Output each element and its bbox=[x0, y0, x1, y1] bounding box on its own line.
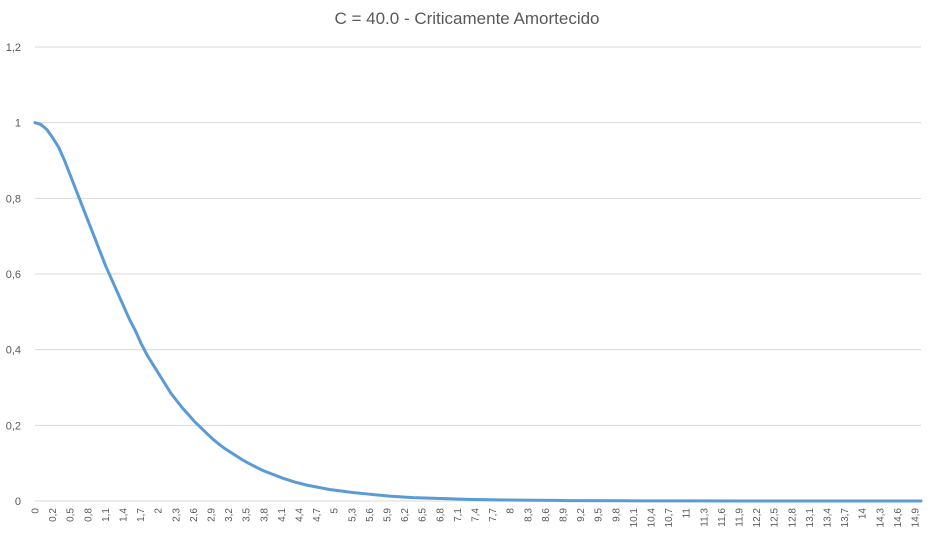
x-tick-label: 5 bbox=[330, 508, 341, 514]
x-tick-label: 1,1 bbox=[101, 508, 112, 522]
x-tick-label: 13,4 bbox=[823, 508, 834, 528]
x-tick-label: 8,6 bbox=[541, 508, 552, 522]
x-tick-label: 10,4 bbox=[647, 508, 658, 528]
x-tick-label: 14 bbox=[858, 508, 869, 520]
x-tick-label: 3,2 bbox=[224, 508, 235, 522]
y-tick-label: 0,4 bbox=[6, 345, 21, 357]
x-tick-label: 11,9 bbox=[735, 508, 746, 527]
y-tick-label: 0,8 bbox=[6, 193, 21, 205]
x-tick-label: 1,7 bbox=[136, 508, 147, 522]
x-tick-label: 10,7 bbox=[664, 508, 675, 528]
x-tick-label: 14,6 bbox=[893, 508, 904, 528]
x-tick-label: 14,3 bbox=[875, 508, 886, 528]
series-line bbox=[33, 121, 923, 503]
x-tick-label: 0,8 bbox=[83, 508, 94, 522]
x-tick-label: 7,4 bbox=[471, 508, 482, 522]
x-tick-label: 8,3 bbox=[523, 508, 534, 522]
x-tick-label: 5,9 bbox=[383, 508, 394, 522]
x-tick-label: 6,8 bbox=[435, 508, 446, 522]
x-tick-label: 1,4 bbox=[119, 508, 130, 522]
gridlines bbox=[35, 46, 921, 502]
x-tick-label: 4,7 bbox=[312, 508, 323, 522]
x-tick-label: 5,6 bbox=[365, 508, 376, 522]
x-tick-label: 6,2 bbox=[400, 508, 411, 522]
x-tick-label: 14,9 bbox=[911, 508, 922, 528]
x-tick-label: 0,2 bbox=[48, 508, 59, 522]
x-tick-label: 7,7 bbox=[488, 508, 499, 522]
x-tick-label: 3,8 bbox=[259, 508, 270, 522]
y-tick-label: 1 bbox=[15, 118, 21, 130]
x-tick-label: 7,1 bbox=[453, 508, 464, 522]
x-tick-label: 0,5 bbox=[66, 508, 77, 522]
y-tick-label: 0 bbox=[15, 496, 21, 508]
x-tick-label: 0 bbox=[31, 508, 42, 514]
x-tick-label: 13,1 bbox=[805, 508, 816, 528]
x-tick-label: 8 bbox=[506, 508, 517, 514]
x-tick-label: 2,6 bbox=[189, 508, 200, 522]
x-tick-label: 2,3 bbox=[171, 508, 182, 522]
x-tick-label: 8,9 bbox=[559, 508, 570, 522]
y-tick-label: 1,2 bbox=[6, 42, 21, 54]
x-tick-label: 11 bbox=[682, 508, 693, 519]
x-tick-label: 9,2 bbox=[576, 508, 587, 522]
y-tick-label: 0,2 bbox=[6, 420, 21, 432]
x-axis-tick-labels: 0 0,2 0,5 0,8 1,1 1,4 1,7 2 2,3 2,6 2,9 3,2 3,5 3,8 4,… bbox=[31, 508, 922, 528]
x-tick-label: 12,2 bbox=[752, 508, 763, 528]
x-tick-label: 12,8 bbox=[787, 508, 798, 528]
chart-title: C = 40.0 - Criticamente Amortecido bbox=[334, 9, 600, 28]
x-tick-label: 5,3 bbox=[347, 508, 358, 522]
x-tick-label: 13,7 bbox=[840, 508, 851, 528]
series-layer bbox=[33, 121, 923, 503]
x-tick-label: 6,5 bbox=[418, 508, 429, 522]
x-tick-label: 2 bbox=[154, 508, 165, 514]
y-axis-tick-labels: 0 0,2 0,4 0,6 0,8 1 1,2 bbox=[6, 42, 21, 508]
x-tick-label: 4,4 bbox=[295, 508, 306, 522]
x-tick-label: 4,1 bbox=[277, 508, 288, 522]
x-tick-label: 2,9 bbox=[207, 508, 218, 522]
x-tick-label: 9,8 bbox=[611, 508, 622, 522]
x-tick-label: 11,6 bbox=[717, 508, 728, 527]
x-tick-label: 9,5 bbox=[594, 508, 605, 522]
x-tick-label: 11,3 bbox=[699, 508, 710, 527]
x-tick-label: 10,1 bbox=[629, 508, 640, 528]
y-tick-label: 0,6 bbox=[6, 269, 21, 281]
x-tick-label: 12,5 bbox=[770, 508, 781, 528]
x-tick-label: 3,5 bbox=[242, 508, 253, 522]
